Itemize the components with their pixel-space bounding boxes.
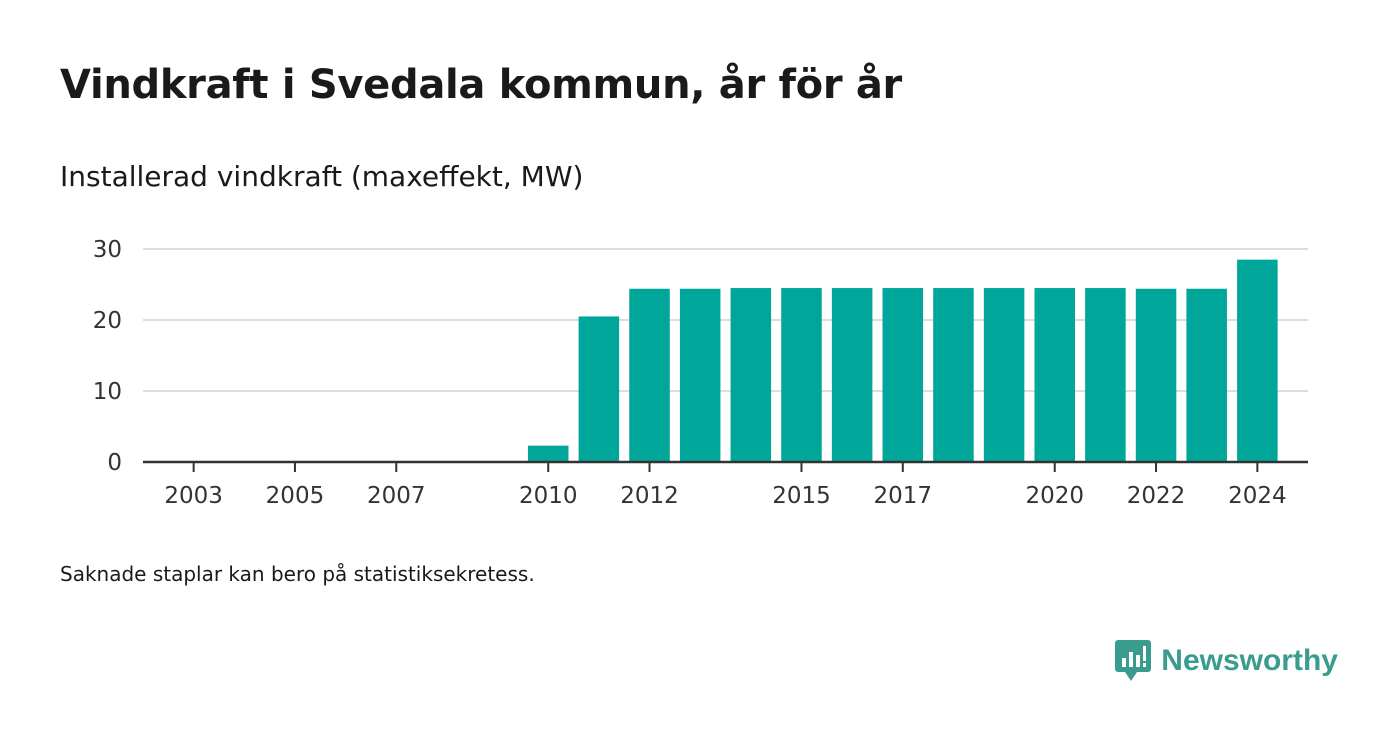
bar-2018 [933, 288, 974, 462]
x-tick-label: 2024 [1228, 483, 1287, 509]
bar-2017 [882, 288, 924, 462]
bar-2014 [730, 288, 772, 462]
x-tick-label: 2012 [620, 483, 679, 509]
brand-name: Newsworthy [1161, 644, 1338, 677]
footnote: Saknade staplar kan bero på statistiksek… [60, 562, 535, 586]
bar-2011 [578, 316, 620, 462]
x-tick-label: 2003 [164, 483, 223, 509]
bar-2021 [1085, 288, 1126, 462]
bar-chart-speech-bubble-icon [1115, 640, 1152, 681]
y-tick-label: 30 [93, 237, 122, 263]
x-tick-label: 2005 [266, 483, 325, 509]
y-tick-label: 20 [93, 308, 122, 334]
bar-2023 [1186, 288, 1227, 462]
bar-2024 [1237, 259, 1278, 462]
bar-2022 [1135, 288, 1177, 462]
bar-chart: 0 10 20 30 2003 2005 2007 2010 2012 2015 2017 2020 2… [93, 237, 1308, 509]
x-tick-label: 2022 [1127, 483, 1186, 509]
y-tick-label: 0 [107, 450, 122, 476]
x-tick-label: 2017 [874, 483, 933, 509]
bar-2015 [781, 288, 822, 462]
x-tick-label: 2010 [519, 483, 578, 509]
x-tick-label: 2015 [772, 483, 831, 509]
bar-2013 [679, 288, 721, 462]
bar-2016 [831, 288, 873, 462]
bar-2012 [629, 288, 670, 462]
y-tick-label: 10 [93, 379, 122, 405]
x-tick-label: 2007 [367, 483, 426, 509]
bar-2010 [527, 445, 569, 462]
chart-title: Vindkraft i Svedala kommun, år för år [60, 62, 902, 108]
chart-subtitle: Installerad vindkraft (maxeffekt, MW) [60, 160, 584, 193]
bar-2020 [1034, 288, 1075, 462]
brand-logo: Newsworthy [1115, 640, 1338, 682]
x-tick-label: 2020 [1025, 483, 1084, 509]
bar-2019 [983, 288, 1025, 462]
